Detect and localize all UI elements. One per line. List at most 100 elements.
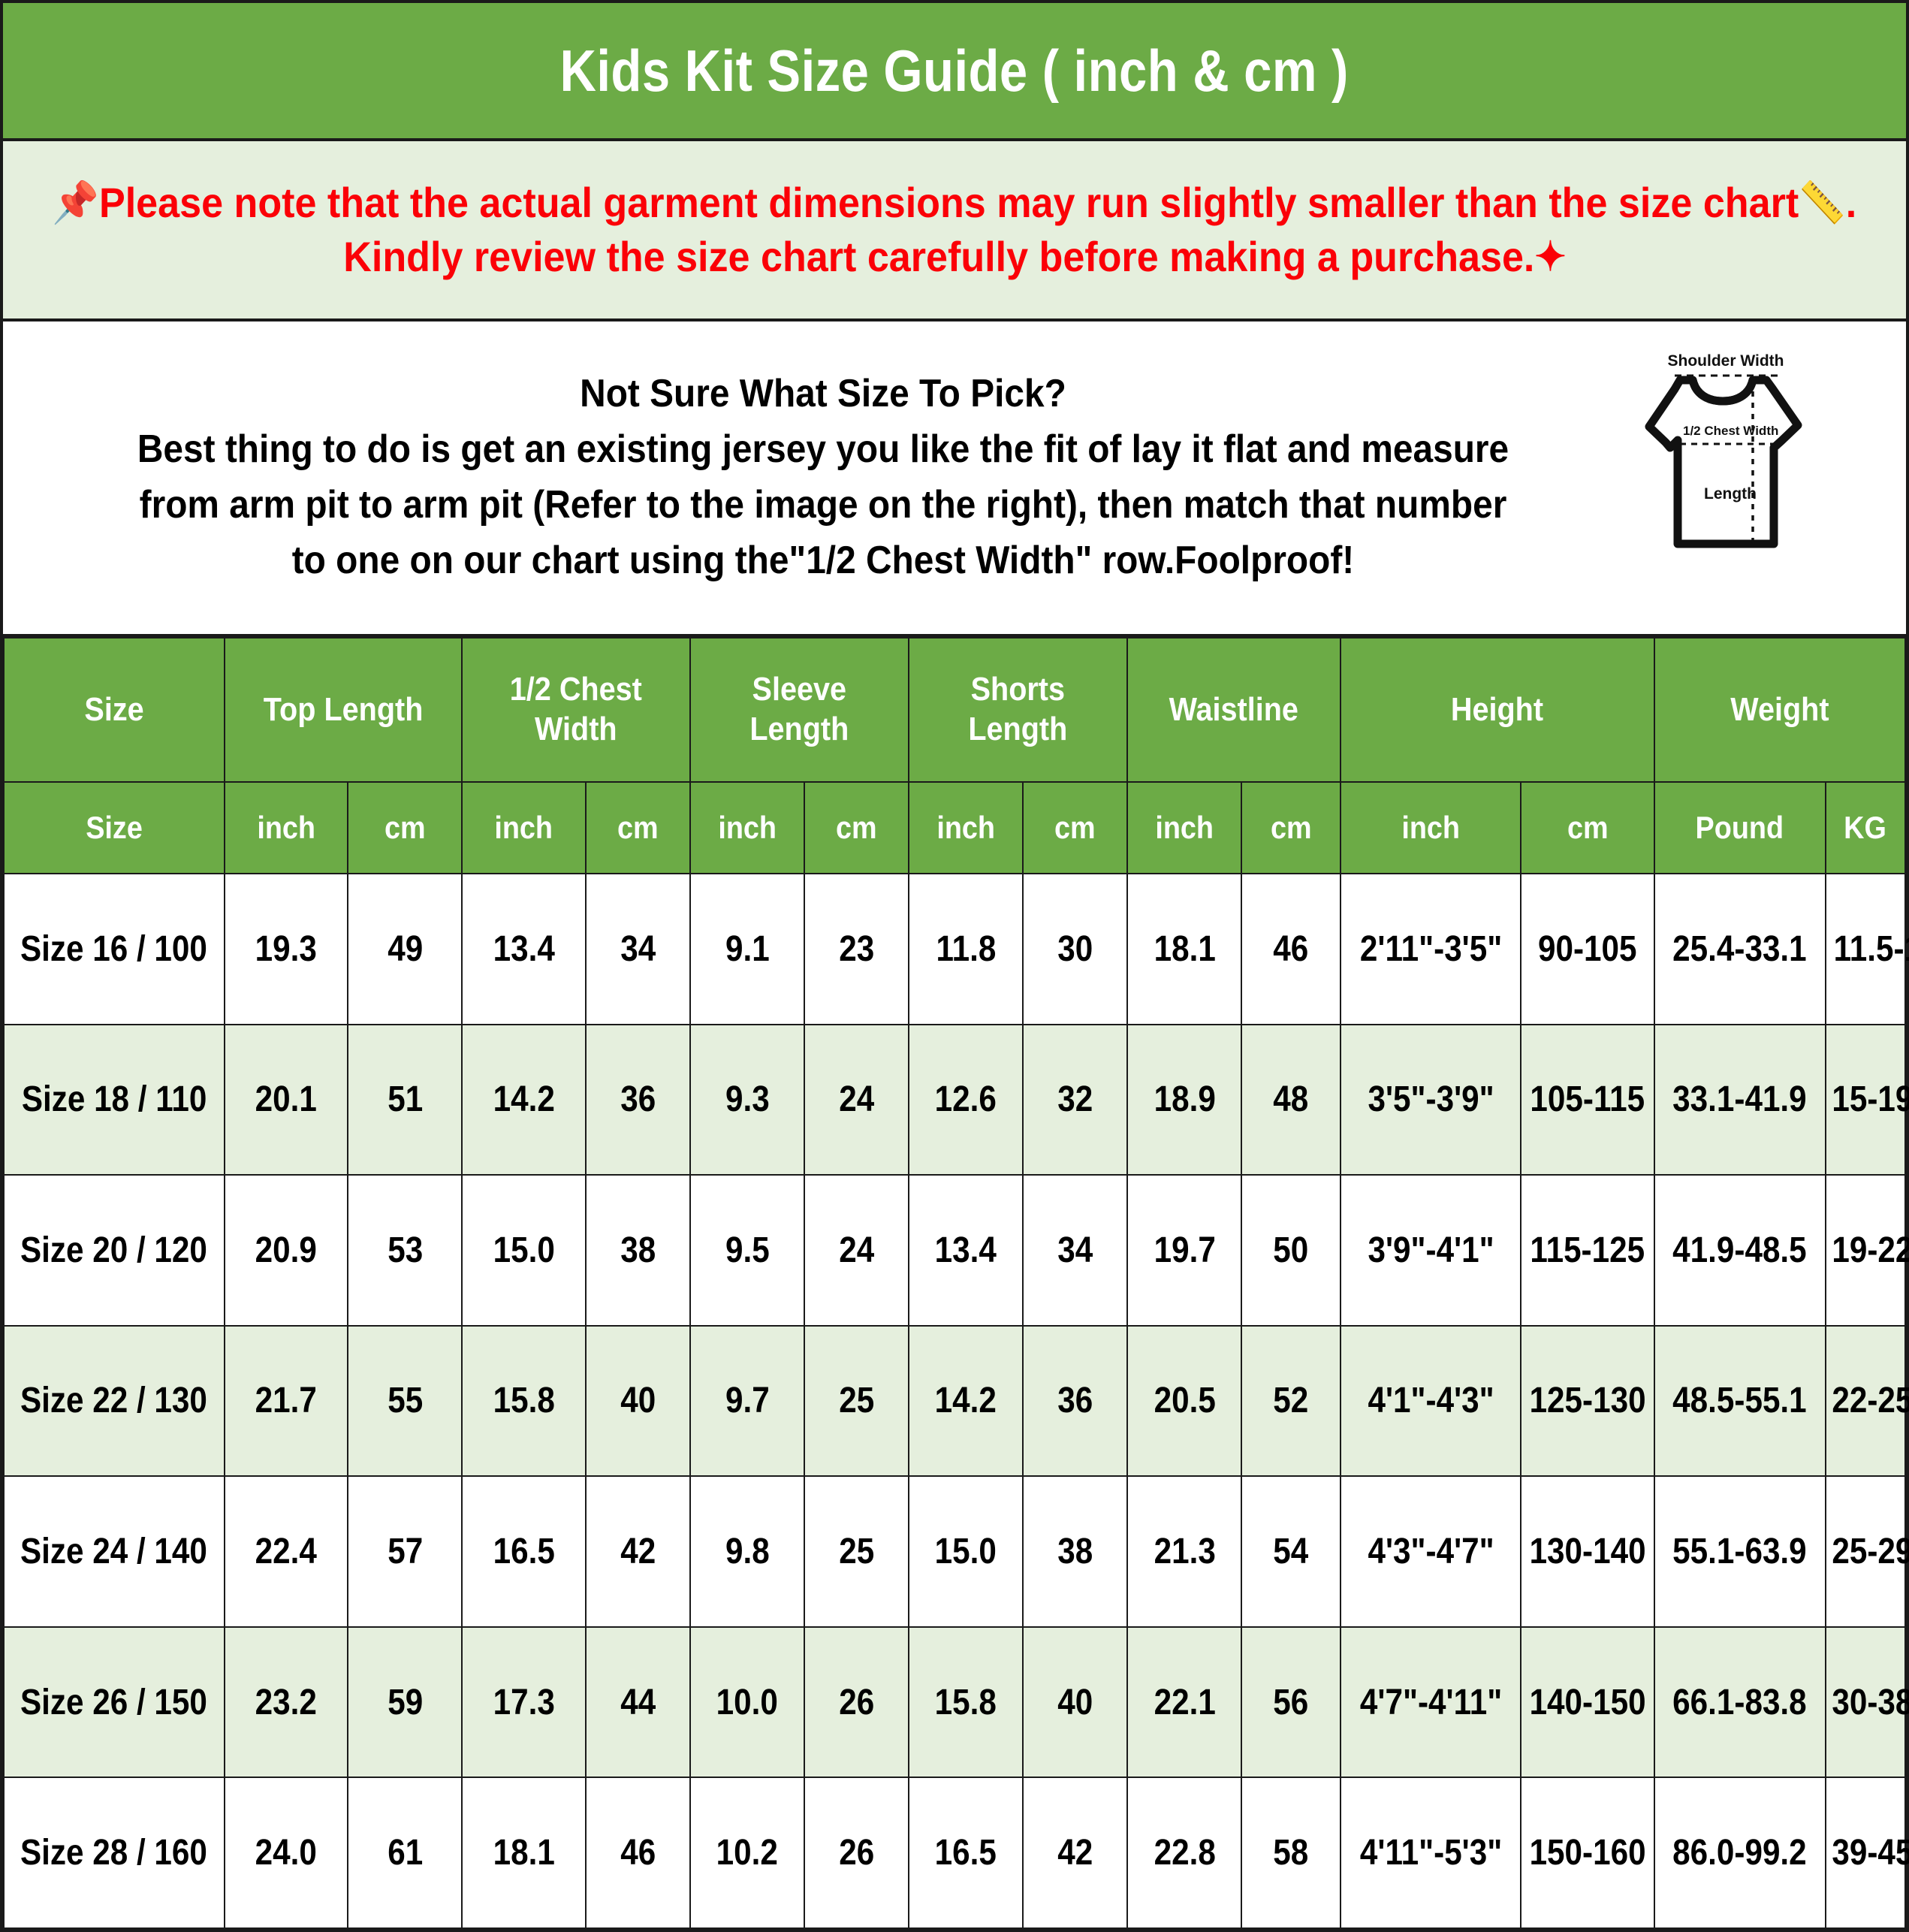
table-cell: 3'9"-4'1" — [1339, 1174, 1522, 1327]
table-cell: 15.8 — [461, 1324, 587, 1478]
table-cell: 39-45 — [1824, 1777, 1909, 1929]
cell-value: 34 — [1057, 1230, 1093, 1270]
table-cell: 25 — [803, 1324, 910, 1478]
cell-value: 46 — [620, 1833, 656, 1873]
cell-value: 42 — [620, 1532, 656, 1572]
cell-value: 90-105 — [1538, 928, 1637, 969]
cell-value: 30 — [1057, 928, 1093, 969]
cell-value: 9.5 — [725, 1230, 770, 1270]
table-cell: 36 — [584, 1023, 692, 1176]
unit-header-sleeve-cm: cm — [803, 781, 910, 874]
cell-value: 30-38 — [1831, 1682, 1909, 1722]
unit-header-shorts-cm: cm — [1022, 781, 1129, 874]
table-cell: 18.1 — [461, 1777, 587, 1929]
unit-header-height-inch: inch — [1339, 781, 1522, 874]
cell-value: 15.0 — [493, 1230, 555, 1270]
cell-value: 4'1"-4'3" — [1368, 1381, 1494, 1421]
table-cell: 12.6 — [908, 1023, 1024, 1176]
unit-header-size: Size — [3, 781, 225, 874]
table-cell: 30 — [1022, 873, 1129, 1025]
table-cell-size: Size 16 / 100 — [3, 873, 225, 1025]
cell-value: 50 — [1273, 1230, 1309, 1270]
cell-value: 26 — [839, 1682, 875, 1722]
table-cell: 38 — [584, 1174, 692, 1327]
instructions-heading: Not Sure What Size To Pick? — [580, 372, 1066, 416]
table-row: Size 24 / 140 22.4 57 16.5 42 9.8 25 15.0 38 21.3… — [3, 1475, 1909, 1628]
table-cell: 130-140 — [1520, 1475, 1655, 1628]
instructions-line-3: to one on our chart using the"1/2 Chest … — [291, 538, 1355, 582]
cell-value: 150-160 — [1529, 1833, 1647, 1873]
cell-value: 52 — [1273, 1381, 1309, 1421]
table-cell: 13.4 — [461, 873, 587, 1025]
group-header-shorts-length: Shorts Length — [908, 637, 1129, 783]
cell-value: 54 — [1273, 1532, 1309, 1572]
table-cell-size: Size 18 / 110 — [3, 1023, 225, 1176]
cell-value: 3'9"-4'1" — [1368, 1230, 1494, 1270]
sparkle-icon: ✦ — [1534, 234, 1567, 279]
table-row: Size 26 / 150 23.2 59 17.3 44 10.0 26 15.8 40 22.… — [3, 1626, 1909, 1779]
instructions-line-1: Best thing to do is get an existing jers… — [137, 427, 1509, 472]
table-cell: 9.5 — [689, 1174, 805, 1327]
instructions-line-2: from arm pit to arm pit (Refer to the im… — [139, 483, 1507, 527]
table-cell: 48.5-55.1 — [1653, 1324, 1826, 1478]
table-cell: 46 — [1241, 873, 1341, 1025]
table-cell: 66.1-83.8 — [1653, 1626, 1826, 1779]
cell-value: 25 — [839, 1381, 875, 1421]
table-cell: 17.3 — [461, 1626, 587, 1779]
cell-value: 16.5 — [935, 1833, 997, 1873]
cell-value: 105-115 — [1530, 1079, 1645, 1120]
notice-line-1-text: Please note that the actual garment dime… — [99, 179, 1799, 227]
table-cell: 115-125 — [1520, 1174, 1655, 1327]
table-cell-size: Size 28 / 160 — [3, 1777, 225, 1929]
table-header: Size Top Length 1/2 Chest Width Sleeve L… — [3, 637, 1907, 874]
table-cell: 14.2 — [908, 1324, 1024, 1478]
table-cell: 25-29 — [1824, 1475, 1909, 1628]
cell-value: 33.1-41.9 — [1672, 1079, 1807, 1120]
table-cell: 14.2 — [461, 1023, 587, 1176]
cell-value: 49 — [387, 928, 423, 969]
table-cell: 50 — [1241, 1174, 1341, 1327]
table-cell: 53 — [347, 1174, 463, 1327]
table-cell: 44 — [584, 1626, 692, 1779]
cell-value: 24 — [839, 1230, 875, 1270]
page-title: Kids Kit Size Guide ( inch & cm ) — [559, 37, 1350, 104]
table-cell: 10.2 — [689, 1777, 805, 1929]
ruler-icon: 📏 — [1799, 180, 1846, 226]
half-chest-width-label: 1/2 Chest Width — [1683, 424, 1778, 438]
group-header-waistline: Waistline — [1126, 637, 1341, 783]
cell-value: 48.5-55.1 — [1672, 1381, 1807, 1421]
unit-header-waistline-inch: inch — [1126, 781, 1243, 874]
table-cell-size: Size 22 / 130 — [3, 1324, 225, 1478]
table-cell: 13.4 — [908, 1174, 1024, 1327]
cell-value: 59 — [387, 1682, 423, 1722]
cell-value: 140-150 — [1529, 1682, 1647, 1722]
cell-value: 23.2 — [255, 1682, 318, 1722]
cell-value: 4'7"-4'11" — [1359, 1682, 1502, 1722]
table-cell: 24 — [803, 1023, 910, 1176]
table-cell: 25.4-33.1 — [1653, 873, 1826, 1025]
cell-value: Size 26 / 150 — [20, 1682, 208, 1722]
unit-header-top-length-cm: cm — [347, 781, 463, 874]
cell-value: 42 — [1057, 1833, 1093, 1873]
cell-value: 21.3 — [1154, 1532, 1216, 1572]
cell-value: 22.8 — [1154, 1833, 1216, 1873]
table-cell: 24 — [803, 1174, 910, 1327]
cell-value: 15.8 — [935, 1682, 997, 1722]
table-cell: 26 — [803, 1777, 910, 1929]
table-cell: 23.2 — [223, 1626, 349, 1779]
unit-header-chest-inch: inch — [461, 781, 587, 874]
cell-value: 13.4 — [493, 928, 555, 969]
cell-value: 38 — [620, 1230, 656, 1270]
cell-value: 22-25 — [1831, 1381, 1909, 1421]
table-cell: 41.9-48.5 — [1653, 1174, 1826, 1327]
cell-value: 46 — [1273, 928, 1309, 969]
table-cell: 9.7 — [689, 1324, 805, 1478]
cell-value: 3'5"-3'9" — [1368, 1079, 1494, 1120]
cell-value: 36 — [1057, 1381, 1093, 1421]
cell-value: 19.3 — [255, 928, 318, 969]
unit-header-waistline-cm: cm — [1241, 781, 1341, 874]
table-cell: 59 — [347, 1626, 463, 1779]
cell-value: 24.0 — [255, 1833, 318, 1873]
shoulder-width-label: Shoulder Width — [1668, 352, 1784, 370]
